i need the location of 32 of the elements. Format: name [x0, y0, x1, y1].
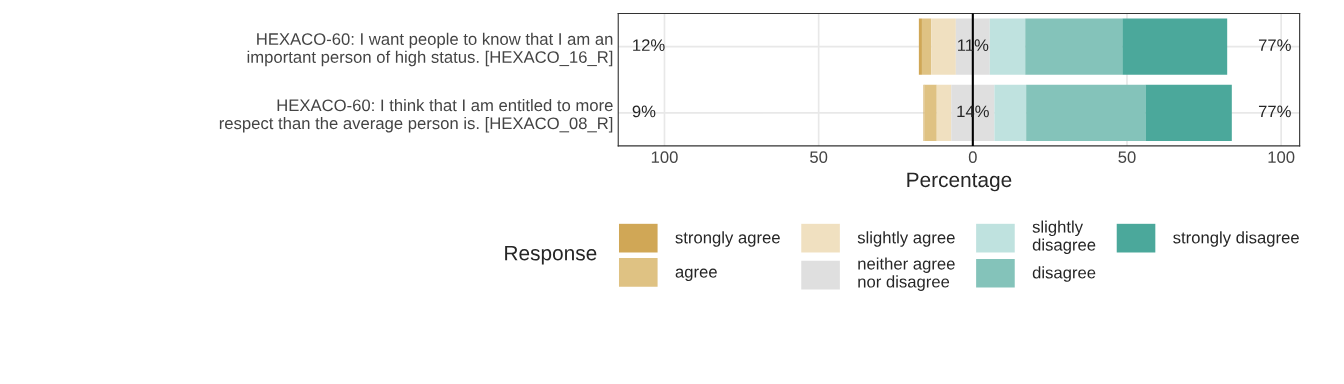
x-tick-label: 50: [810, 151, 828, 164]
legend-label: agree: [675, 268, 717, 282]
legend-label: neither agree nor disagree: [858, 257, 955, 291]
bar: [1122, 18, 1228, 75]
x-tick-label: 50: [1118, 151, 1136, 164]
bar: [1145, 84, 1232, 141]
bar: [1025, 18, 1123, 75]
bar: [1026, 84, 1146, 141]
y-tick-label: HEXACO-60: I want people to know that I am an important person of high status. [HEXACO_16_R]: [247, 32, 613, 67]
bar: [994, 84, 1027, 141]
legend-label: strongly disagree: [1173, 231, 1299, 247]
x-tick-label: 100: [1268, 151, 1295, 164]
bar: [918, 18, 922, 75]
annotation: 77%: [1258, 105, 1291, 118]
legend-title: Response: [505, 245, 597, 265]
y-tick-label: HEXACO-60: I think that I am entitled to more respect than the average person is. [HEXACO_08_R]: [219, 98, 613, 133]
bar: [924, 84, 937, 141]
bar: [931, 18, 956, 75]
legend-label: strongly agree: [675, 231, 780, 247]
annotation: 12%: [633, 39, 665, 51]
legend-label: slightly agree: [857, 231, 955, 247]
legend-label: disagree: [1032, 266, 1096, 282]
annotation: 77%: [1258, 39, 1291, 51]
annotation: 9%: [632, 105, 656, 118]
legend-label: slightly disagree: [1032, 220, 1096, 255]
bar: [921, 18, 932, 75]
bar: [989, 18, 1026, 75]
bar: [936, 84, 952, 141]
x-axis-title: Percentage: [907, 172, 1012, 192]
x-tick-label: 100: [651, 151, 678, 164]
x-tick-label: 0: [968, 151, 977, 164]
bar: [951, 84, 995, 141]
